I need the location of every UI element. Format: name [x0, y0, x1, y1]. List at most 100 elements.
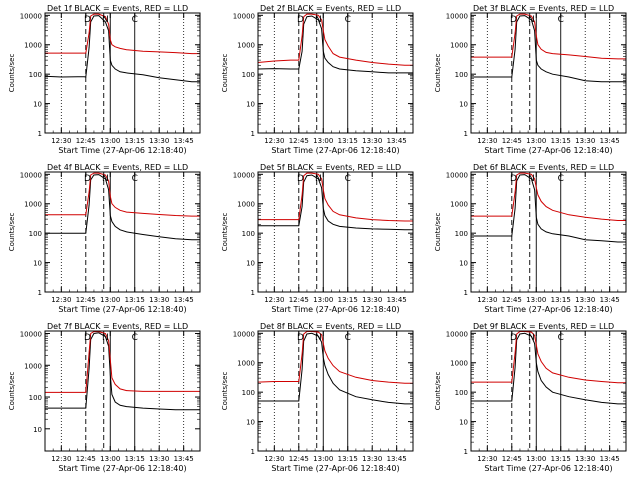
chart-title: Det 8f BLACK = Events, RED = LLD: [260, 322, 401, 331]
x-tick-label: 12:30: [264, 455, 284, 463]
plot-frame: [470, 12, 627, 134]
x-axis-label: Start Time (27-Apr-06 12:18:40): [58, 146, 186, 155]
x-tick-label: 13:00: [526, 137, 546, 145]
x-tick-label: 12:30: [477, 455, 497, 463]
y-tick-label: 1000: [24, 42, 42, 50]
x-tick-label: 13:00: [100, 296, 120, 304]
events-series-line: [45, 332, 200, 411]
event-marker: N: [102, 15, 109, 25]
y-axis-label: Counts/sec: [221, 372, 229, 411]
chart-title: Det 2f BLACK = Events, RED = LLD: [260, 4, 401, 13]
events-series-line: [44, 15, 200, 83]
x-axis-label: Start Time (27-Apr-06 12:18:40): [484, 146, 612, 155]
x-tick-label: 13:15: [551, 296, 571, 304]
y-tick-label: 10: [246, 419, 255, 427]
x-tick-label: 13:30: [362, 455, 382, 463]
x-tick-label: 12:45: [76, 455, 96, 463]
plot-frame: [470, 171, 627, 293]
x-axis-label: Start Time (27-Apr-06 12:18:40): [58, 305, 186, 314]
lld-series-line: [471, 13, 626, 60]
y-tick-label: 10: [246, 260, 255, 268]
x-tick-label: 13:15: [551, 455, 571, 463]
chart-title: Det 6f BLACK = Events, RED = LLD: [473, 163, 614, 172]
y-tick-label: 1: [251, 289, 255, 297]
lld-series-line: [258, 172, 413, 222]
x-tick-label: 13:15: [125, 296, 145, 304]
event-marker: C: [132, 174, 138, 184]
x-tick-label: 13:30: [149, 137, 169, 145]
lld-series-line: [471, 172, 626, 221]
lld-series-line: [257, 13, 413, 66]
x-tick-label: 13:45: [174, 455, 194, 463]
chart-title: Det 1f BLACK = Events, RED = LLD: [47, 4, 188, 13]
chart-panel: Det 4f BLACK = Events, RED = LLD Counts/s…: [8, 163, 201, 314]
y-tick-label: 1: [251, 448, 255, 456]
x-tick-label: 12:45: [289, 455, 309, 463]
chart-panel: Det 2f BLACK = Events, RED = LLD Counts/s…: [221, 4, 414, 155]
x-tick-label: 13:45: [387, 455, 407, 463]
plot-frame: [257, 330, 414, 452]
y-tick-label: 1000: [450, 201, 468, 209]
lld-series-line: [257, 331, 413, 384]
y-tick-label: 100: [29, 230, 42, 238]
x-tick-label: 13:15: [125, 137, 145, 145]
y-axis-label: Counts/sec: [221, 54, 229, 93]
x-axis-label: Start Time (27-Apr-06 12:18:40): [58, 464, 186, 473]
event-marker: N: [315, 15, 322, 25]
event-marker: N: [315, 333, 322, 343]
y-tick-label: 1: [38, 289, 42, 297]
x-tick-label: 13:30: [575, 137, 595, 145]
event-marker: D: [510, 15, 517, 25]
event-marker: N: [528, 15, 535, 25]
x-tick-label: 13:45: [387, 137, 407, 145]
x-tick-label: 12:45: [289, 296, 309, 304]
y-tick-label: 1: [251, 130, 255, 138]
y-tick-label: 10: [459, 419, 468, 427]
events-series-line: [471, 15, 626, 83]
y-tick-label: 1000: [237, 201, 255, 209]
y-tick-label: 1000: [237, 360, 255, 368]
events-series-line: [471, 332, 626, 405]
event-marker: N: [102, 174, 109, 184]
y-tick-label: 1: [464, 130, 468, 138]
y-tick-label: 10: [246, 101, 255, 109]
event-marker: N: [528, 174, 535, 184]
y-axis-label: Counts/sec: [434, 372, 442, 411]
y-tick-label: 10000: [446, 12, 468, 20]
y-tick-label: 10: [459, 260, 468, 268]
event-marker: D: [297, 333, 304, 343]
chart-title: Det 3f BLACK = Events, RED = LLD: [473, 4, 614, 13]
x-tick-label: 13:45: [174, 296, 194, 304]
x-tick-label: 13:15: [125, 455, 145, 463]
y-tick-label: 10000: [446, 171, 468, 179]
plot-frame: [44, 12, 201, 134]
y-tick-label: 10: [459, 101, 468, 109]
lld-series-line: [45, 13, 200, 55]
plot-frame: [44, 330, 201, 452]
x-tick-label: 12:45: [76, 137, 96, 145]
y-axis-label: Counts/sec: [8, 54, 16, 93]
y-tick-label: 10000: [446, 330, 468, 338]
event-marker: D: [84, 15, 91, 25]
events-series-line: [258, 174, 413, 231]
x-tick-label: 13:30: [149, 455, 169, 463]
x-axis-label: Start Time (27-Apr-06 12:18:40): [271, 305, 399, 314]
chart-panel: Det 6f BLACK = Events, RED = LLD Counts/s…: [434, 163, 627, 314]
x-tick-label: 13:45: [600, 137, 620, 145]
x-axis-label: Start Time (27-Apr-06 12:18:40): [484, 464, 612, 473]
y-axis-label: Counts/sec: [221, 213, 229, 252]
plot-frame: [470, 330, 627, 452]
x-axis-label: Start Time (27-Apr-06 12:18:40): [271, 146, 399, 155]
x-tick-label: 12:30: [51, 296, 71, 304]
x-tick-label: 13:00: [313, 455, 333, 463]
event-marker: N: [102, 333, 109, 343]
y-tick-label: 100: [455, 389, 468, 397]
event-marker: C: [132, 15, 138, 25]
plot-frame: [257, 12, 414, 134]
chart-title: Det 7f BLACK = Events, RED = LLD: [47, 322, 188, 331]
event-marker: D: [510, 333, 517, 343]
x-tick-label: 13:15: [338, 137, 358, 145]
chart-title: Det 5f BLACK = Events, RED = LLD: [260, 163, 401, 172]
events-series-line: [45, 174, 200, 241]
